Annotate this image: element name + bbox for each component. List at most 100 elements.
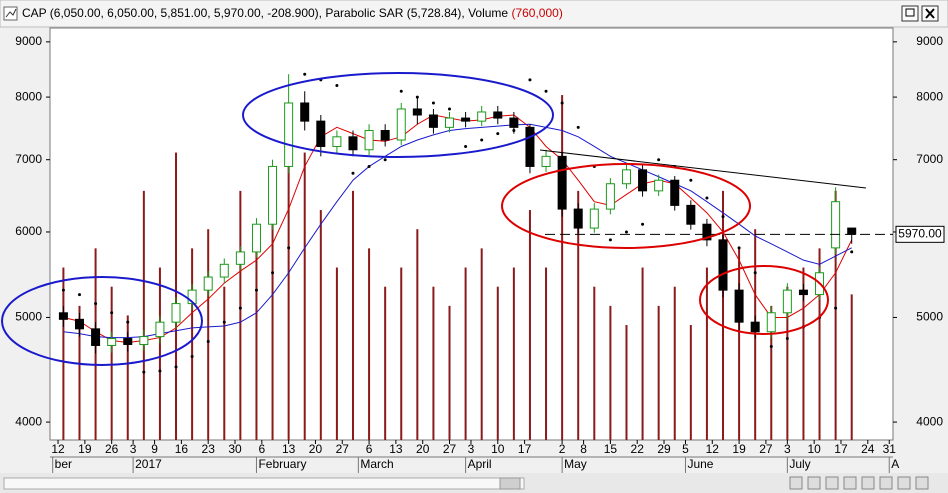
sar-dot bbox=[254, 288, 258, 292]
x-tick-label: 15 bbox=[604, 442, 618, 456]
sar-dot bbox=[367, 164, 371, 168]
y-tick-label-right: 4000 bbox=[916, 414, 943, 428]
sar-dot bbox=[464, 144, 468, 148]
title-text: CAP (6,050.00, 6,050.00, 5,851.00, 5,970… bbox=[22, 6, 511, 20]
volume-bar bbox=[384, 286, 387, 440]
x-tick-label: 6 bbox=[258, 442, 265, 456]
candle-body bbox=[74, 318, 84, 330]
sar-dot bbox=[206, 340, 210, 344]
sar-dot bbox=[351, 171, 355, 175]
volume-bar bbox=[512, 267, 515, 440]
sar-dot bbox=[158, 369, 162, 373]
volume-bar bbox=[400, 267, 403, 440]
sar-dot bbox=[383, 158, 387, 162]
trend-line bbox=[539, 149, 867, 189]
x-tick-label: 26 bbox=[105, 442, 119, 456]
x-tick-label: 3 bbox=[130, 442, 137, 456]
annotation-ellipse bbox=[1, 276, 203, 366]
tool-button[interactable] bbox=[861, 476, 875, 490]
y-tick-label: 5000 bbox=[15, 310, 42, 324]
sar-dot bbox=[174, 365, 178, 369]
volume-bar bbox=[432, 286, 435, 440]
candle-body bbox=[58, 312, 68, 320]
sar-dot bbox=[834, 306, 838, 310]
tool-button[interactable] bbox=[789, 476, 803, 490]
volume-bar bbox=[528, 210, 531, 440]
volume-bar bbox=[738, 248, 741, 440]
chart-title: CAP (6,050.00, 6,050.00, 5,851.00, 5,970… bbox=[22, 6, 563, 20]
volume-bar bbox=[802, 267, 805, 440]
x-tick-label: 17 bbox=[518, 442, 532, 456]
candle-body bbox=[782, 289, 792, 314]
sar-dot bbox=[335, 84, 339, 88]
volume-bar bbox=[545, 267, 548, 440]
candle-body bbox=[541, 155, 551, 167]
scrollbar[interactable] bbox=[3, 477, 525, 490]
x-tick-label: 9 bbox=[151, 442, 158, 456]
tool-button[interactable] bbox=[825, 476, 839, 490]
volume-bar bbox=[689, 325, 692, 440]
candle-body bbox=[493, 111, 503, 119]
candle-body bbox=[589, 208, 599, 229]
volume-bar bbox=[351, 190, 354, 440]
tool-button[interactable] bbox=[807, 476, 821, 490]
candle-body bbox=[396, 108, 406, 141]
tool-button[interactable] bbox=[915, 476, 929, 490]
candle-body bbox=[203, 276, 213, 291]
volume-bar bbox=[303, 152, 306, 440]
tool-button[interactable] bbox=[843, 476, 857, 490]
volume-bar bbox=[368, 248, 371, 440]
sar-dot bbox=[689, 178, 693, 182]
month-label: February bbox=[258, 457, 306, 471]
candle-body bbox=[348, 136, 358, 151]
volume-bar bbox=[818, 248, 821, 440]
chart-icon[interactable] bbox=[3, 6, 18, 21]
volume-bar bbox=[255, 229, 258, 440]
sar-dot bbox=[576, 125, 580, 129]
candle-body bbox=[300, 102, 310, 122]
x-tick-label: 12 bbox=[51, 442, 65, 456]
volume-bar bbox=[239, 190, 242, 440]
sar-dot bbox=[190, 355, 194, 359]
volume-bar bbox=[223, 286, 226, 440]
candle-body bbox=[171, 303, 181, 323]
candle-body bbox=[847, 227, 857, 235]
volume-bar bbox=[62, 267, 65, 440]
last-price-label: 5970.00 bbox=[898, 226, 942, 240]
tool-button[interactable] bbox=[897, 476, 911, 490]
volume-bar bbox=[335, 267, 338, 440]
x-tick-label: 29 bbox=[657, 442, 671, 456]
month-label: May bbox=[564, 457, 587, 471]
candle-body bbox=[461, 117, 471, 122]
candle-body bbox=[316, 120, 326, 147]
scroll-thumb[interactable] bbox=[499, 477, 521, 490]
candle-body bbox=[219, 263, 229, 278]
restore-button[interactable] bbox=[901, 5, 919, 22]
tool-button[interactable] bbox=[879, 476, 893, 490]
candle-body bbox=[332, 136, 342, 147]
x-tick-label: 20 bbox=[309, 442, 323, 456]
sar-dot bbox=[399, 89, 403, 93]
month-label: April bbox=[468, 457, 492, 471]
candle-body bbox=[718, 239, 728, 291]
sar-dot bbox=[512, 128, 516, 132]
volume-bar bbox=[625, 325, 628, 440]
sar-dot bbox=[560, 101, 564, 105]
x-tick-label: 10 bbox=[807, 442, 821, 456]
candle-body bbox=[380, 129, 390, 141]
volume-bar bbox=[657, 305, 660, 440]
sar-dot bbox=[641, 222, 645, 226]
candle-body bbox=[268, 165, 278, 225]
x-tick-label: 27 bbox=[443, 442, 457, 456]
sar-dot bbox=[238, 306, 242, 310]
volume-bar bbox=[770, 305, 773, 440]
volume-bar bbox=[480, 248, 483, 440]
candle-body bbox=[750, 321, 760, 333]
sar-dot bbox=[480, 138, 484, 142]
sar-dot bbox=[126, 320, 130, 324]
sar-dot bbox=[624, 230, 628, 234]
title-volume: (760,000) bbox=[511, 6, 562, 20]
annotation-ellipse bbox=[242, 72, 554, 158]
sar-dot bbox=[303, 72, 307, 76]
